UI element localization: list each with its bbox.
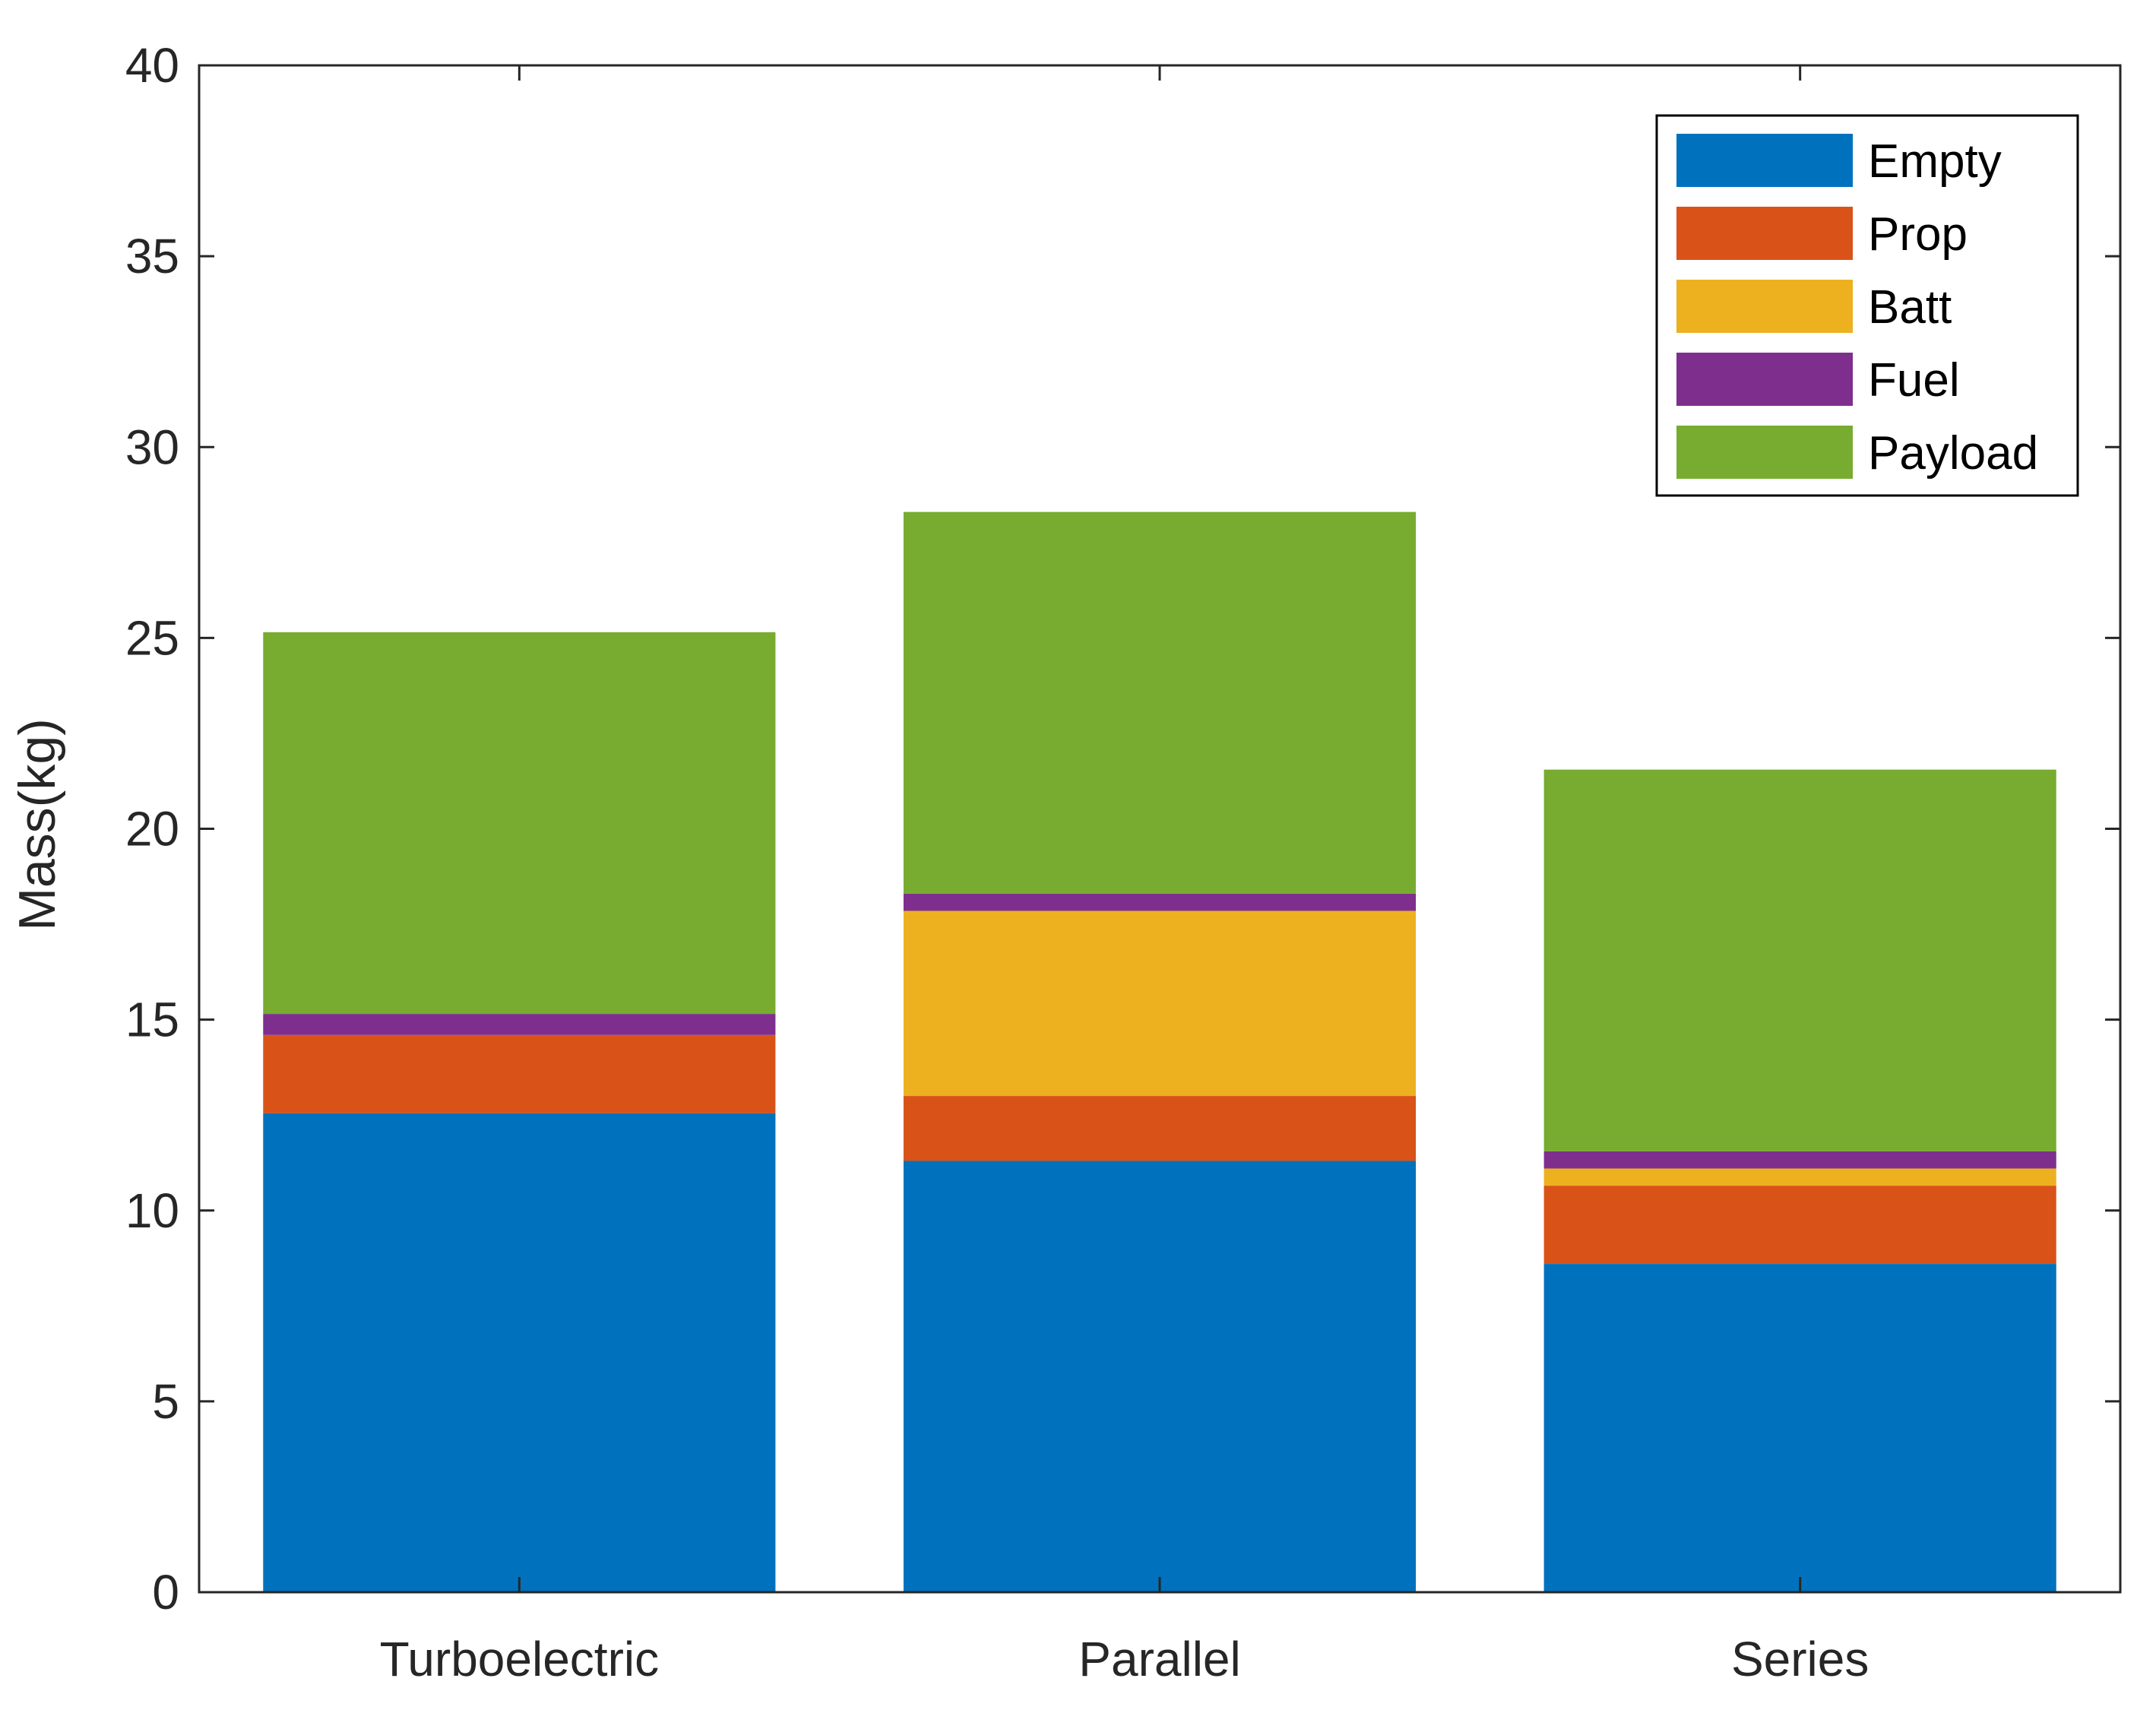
y-tick-label: 0	[152, 1565, 179, 1620]
y-tick-label: 15	[125, 993, 179, 1047]
x-tick-label-series: Series	[1731, 1632, 1869, 1686]
y-tick-label: 30	[125, 420, 179, 474]
y-tick-label: 40	[125, 38, 179, 93]
legend-label-empty: Empty	[1868, 135, 2002, 188]
legend-label-batt: Batt	[1868, 281, 1952, 334]
bar-turboelectric-prop	[263, 1034, 776, 1113]
y-tick-label: 35	[125, 229, 179, 283]
bar-turboelectric-empty	[263, 1113, 776, 1592]
bar-parallel-fuel	[903, 893, 1417, 911]
legend-swatch-empty	[1676, 134, 1853, 187]
legend-swatch-batt	[1676, 280, 1853, 333]
y-tick-label: 20	[125, 802, 179, 857]
y-tick-label: 5	[152, 1374, 179, 1429]
bar-turboelectric-fuel	[263, 1014, 776, 1035]
x-tick-label-parallel: Parallel	[1078, 1632, 1240, 1686]
bar-parallel-empty	[903, 1161, 1417, 1592]
bar-series-empty	[1543, 1264, 2056, 1592]
legend-swatch-fuel	[1676, 353, 1853, 406]
bar-parallel-payload	[903, 511, 1417, 894]
bar-parallel-batt	[903, 910, 1417, 1097]
bar-parallel-prop	[903, 1096, 1417, 1161]
bar-series-payload	[1543, 769, 2056, 1151]
x-tick-label-turboelectric: Turboelectric	[380, 1632, 660, 1686]
legend: Empty Prop Batt Fuel Payload	[1655, 114, 2079, 497]
y-tick-label: 25	[125, 610, 179, 665]
legend-swatch-payload	[1676, 426, 1853, 479]
legend-swatch-prop	[1676, 207, 1853, 260]
legend-label-fuel: Fuel	[1868, 354, 1960, 407]
bar-turboelectric-payload	[263, 632, 776, 1015]
bar-series-prop	[1543, 1186, 2056, 1265]
y-axis-label: Mass(kg)	[8, 718, 66, 931]
bar-series-fuel	[1543, 1151, 2056, 1169]
legend-label-prop: Prop	[1868, 208, 1968, 261]
y-tick-label: 10	[125, 1183, 179, 1238]
bar-series-batt	[1543, 1168, 2056, 1186]
legend-label-payload: Payload	[1868, 427, 2038, 480]
